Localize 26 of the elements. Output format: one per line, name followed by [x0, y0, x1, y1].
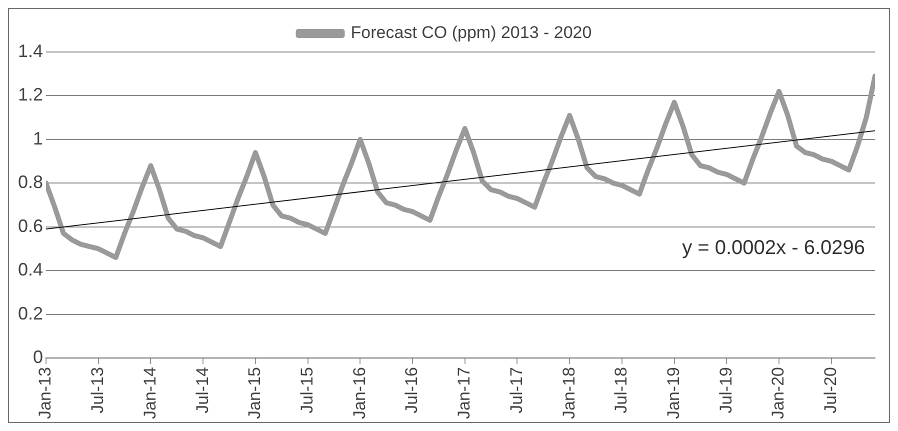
x-tick-label: Jan-19 — [664, 367, 683, 420]
y-tick-label: 0.8 — [18, 172, 44, 192]
x-tick-label: Jan-18 — [559, 367, 578, 420]
y-tick-label: 0.6 — [18, 216, 44, 236]
legend-label: Forecast CO (ppm) 2013 - 2020 — [350, 23, 592, 42]
x-tick-label: Jul-20 — [821, 367, 840, 414]
x-tick-label: Jan-16 — [350, 367, 369, 420]
x-tick-label: Jul-17 — [506, 367, 526, 414]
y-tick-label: 0.4 — [18, 260, 44, 280]
x-tick-label: Jul-13 — [88, 367, 108, 414]
annotation: y = 0.0002x - 6.0296 — [682, 237, 865, 260]
x-tick-label: Jan-20 — [768, 367, 788, 420]
x-tick-label: Jan-13 — [36, 367, 55, 420]
y-tick-label: 1.4 — [18, 40, 44, 61]
y-tick-label: 0 — [33, 346, 44, 367]
x-tick-label: Jul-14 — [192, 367, 212, 414]
x-tick-label: Jul-16 — [402, 367, 422, 414]
x-tick-label: Jan-15 — [245, 367, 264, 420]
x-tick-label: Jul-15 — [297, 367, 316, 414]
y-tick-label: 0.2 — [18, 303, 44, 324]
y-tick-label: 1.2 — [18, 84, 44, 105]
x-tick-label: Jul-18 — [612, 367, 631, 414]
y-tick-label: 1 — [33, 128, 44, 148]
x-tick-label: Jan-17 — [454, 367, 474, 420]
x-tick-label: Jul-19 — [716, 367, 736, 414]
x-tick-label: Jan-14 — [140, 367, 160, 420]
